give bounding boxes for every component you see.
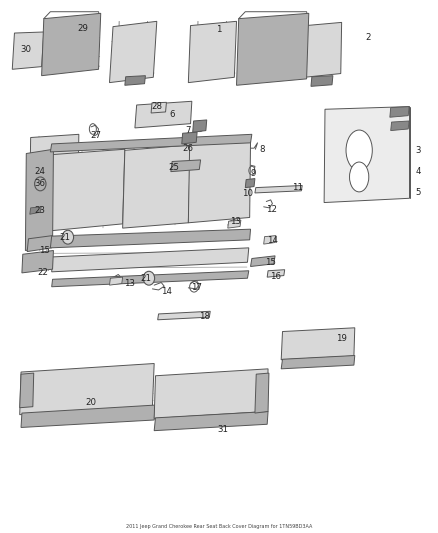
- Text: 16: 16: [269, 272, 281, 280]
- Text: 4: 4: [416, 167, 421, 176]
- Polygon shape: [20, 373, 34, 408]
- Ellipse shape: [35, 177, 46, 191]
- Text: 1: 1: [216, 25, 222, 34]
- Text: 29: 29: [77, 24, 88, 33]
- Text: 12: 12: [266, 205, 277, 214]
- Polygon shape: [188, 141, 251, 223]
- Polygon shape: [27, 236, 53, 252]
- Polygon shape: [25, 149, 53, 251]
- Ellipse shape: [196, 122, 204, 132]
- Polygon shape: [50, 149, 125, 231]
- Text: 36: 36: [35, 180, 46, 188]
- Text: 8: 8: [259, 145, 265, 154]
- Polygon shape: [251, 256, 275, 266]
- Polygon shape: [154, 411, 268, 431]
- Text: 2: 2: [365, 33, 371, 42]
- Ellipse shape: [143, 271, 155, 285]
- Text: 26: 26: [183, 144, 194, 152]
- Text: 25: 25: [169, 164, 180, 172]
- Polygon shape: [324, 107, 410, 203]
- Polygon shape: [50, 229, 251, 248]
- Text: 19: 19: [336, 334, 347, 343]
- Text: 15: 15: [39, 246, 50, 255]
- Ellipse shape: [350, 162, 369, 192]
- Text: 14: 14: [267, 237, 278, 245]
- Text: 18: 18: [199, 312, 211, 320]
- Text: 13: 13: [124, 279, 135, 288]
- Polygon shape: [171, 160, 201, 172]
- Ellipse shape: [346, 130, 372, 171]
- Text: 23: 23: [35, 206, 46, 215]
- Polygon shape: [255, 185, 302, 193]
- Polygon shape: [110, 277, 123, 285]
- Polygon shape: [255, 373, 269, 413]
- Text: 13: 13: [230, 217, 241, 225]
- Polygon shape: [20, 364, 154, 415]
- Ellipse shape: [62, 230, 74, 244]
- Polygon shape: [267, 270, 285, 277]
- Polygon shape: [304, 22, 342, 77]
- Polygon shape: [30, 207, 41, 214]
- Text: 28: 28: [151, 102, 162, 111]
- Polygon shape: [264, 236, 276, 244]
- Polygon shape: [110, 21, 157, 83]
- Text: 21: 21: [59, 233, 71, 241]
- Polygon shape: [52, 271, 249, 287]
- Text: 31: 31: [217, 425, 228, 433]
- Text: 6: 6: [170, 110, 175, 119]
- Polygon shape: [245, 179, 255, 188]
- Polygon shape: [123, 145, 191, 228]
- Text: 30: 30: [20, 45, 31, 53]
- Text: 15: 15: [265, 259, 276, 267]
- Polygon shape: [193, 120, 207, 132]
- Text: 3: 3: [416, 146, 421, 155]
- Text: 5: 5: [416, 189, 421, 197]
- Text: 17: 17: [191, 284, 202, 292]
- Polygon shape: [30, 134, 79, 193]
- Polygon shape: [22, 251, 53, 273]
- Text: 21: 21: [140, 274, 152, 283]
- Polygon shape: [42, 13, 101, 76]
- Polygon shape: [281, 356, 355, 369]
- Text: 9: 9: [251, 169, 256, 177]
- Polygon shape: [154, 369, 268, 418]
- Polygon shape: [281, 328, 355, 360]
- Polygon shape: [12, 32, 44, 69]
- Polygon shape: [52, 248, 249, 272]
- Text: 24: 24: [35, 167, 46, 176]
- Polygon shape: [151, 102, 166, 113]
- Polygon shape: [50, 134, 252, 152]
- Text: 2011 Jeep Grand Cherokee Rear Seat Back Cover Diagram for 1TN59BD3AA: 2011 Jeep Grand Cherokee Rear Seat Back …: [126, 524, 312, 529]
- Polygon shape: [21, 405, 155, 427]
- Polygon shape: [135, 101, 192, 128]
- Text: 22: 22: [37, 269, 49, 277]
- Text: 10: 10: [242, 189, 253, 198]
- Text: 7: 7: [186, 126, 191, 135]
- Text: 27: 27: [90, 132, 101, 140]
- Polygon shape: [228, 220, 241, 228]
- Polygon shape: [311, 76, 333, 86]
- Text: 14: 14: [161, 287, 172, 296]
- Polygon shape: [237, 13, 309, 85]
- Polygon shape: [188, 21, 237, 83]
- Polygon shape: [125, 76, 145, 85]
- Polygon shape: [390, 107, 409, 117]
- Polygon shape: [391, 121, 409, 131]
- Polygon shape: [182, 132, 197, 144]
- Text: 20: 20: [85, 398, 97, 407]
- Text: 11: 11: [292, 183, 304, 192]
- Polygon shape: [158, 311, 210, 320]
